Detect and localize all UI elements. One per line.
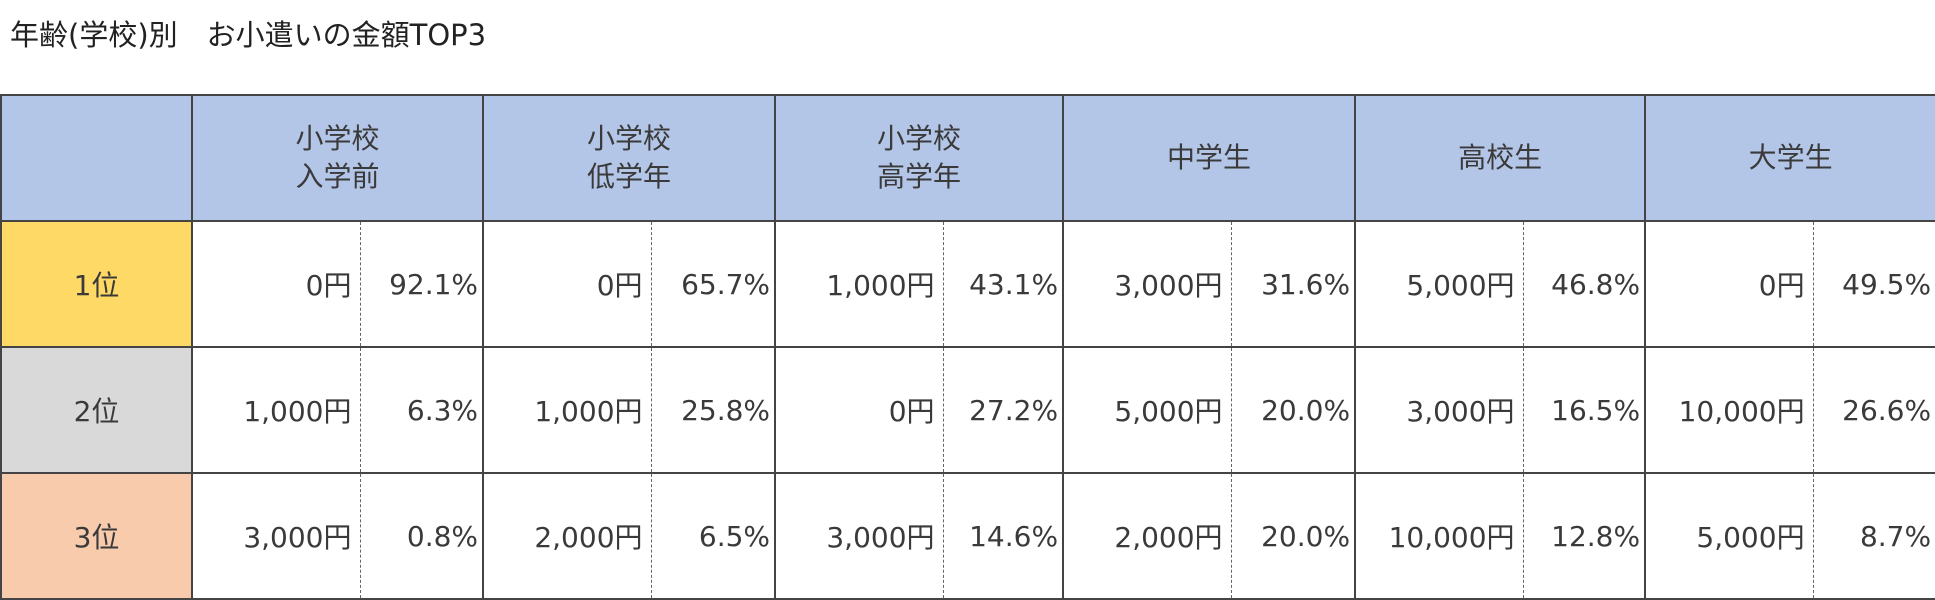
rank-cell: 2位 — [0, 346, 193, 474]
page-title: 年齢(学校)別 お小遣いの金額TOP3 — [10, 18, 487, 52]
amount-cell: 0円 — [191, 220, 361, 348]
amount-cell: 0円 — [774, 346, 944, 474]
column-header: 大学生 — [1644, 94, 1935, 222]
column-header-line1: 小学校 — [877, 122, 962, 155]
percent-cell: 14.6% — [942, 472, 1065, 600]
column-header-line2: 入学前 — [295, 160, 380, 193]
column-header-line2: 低学年 — [587, 160, 672, 193]
column-header-line1: 小学校 — [587, 122, 672, 155]
amount-cell: 5,000円 — [1644, 472, 1814, 600]
amount-cell: 0円 — [482, 220, 652, 348]
percent-cell: 49.5% — [1812, 220, 1935, 348]
column-header: 小学校 低学年 — [482, 94, 777, 222]
table-row: 3位 3,000円 0.8% 2,000円 6.5% 3,000円 14.6% 2,000円 2… — [0, 472, 1935, 600]
percent-cell: 12.8% — [1522, 472, 1647, 600]
percent-cell: 25.8% — [650, 346, 777, 474]
column-header-line1: 高校生 — [1458, 141, 1543, 174]
percent-cell: 0.8% — [359, 472, 485, 600]
percent-cell: 92.1% — [359, 220, 485, 348]
percent-cell: 20.0% — [1230, 472, 1357, 600]
column-header-line1: 中学生 — [1167, 141, 1252, 174]
percent-cell: 6.5% — [650, 472, 777, 600]
percent-cell: 16.5% — [1522, 346, 1647, 474]
percent-cell: 43.1% — [942, 220, 1065, 348]
header-corner — [0, 94, 193, 222]
column-header: 小学校 高学年 — [774, 94, 1065, 222]
column-header-line1: 大学生 — [1748, 141, 1833, 174]
amount-cell: 2,000円 — [1062, 472, 1232, 600]
column-header: 高校生 — [1354, 94, 1647, 222]
amount-cell: 2,000円 — [482, 472, 652, 600]
amount-cell: 1,000円 — [482, 346, 652, 474]
percent-cell: 20.0% — [1230, 346, 1357, 474]
column-header: 小学校 入学前 — [190, 94, 485, 222]
amount-cell: 3,000円 — [774, 472, 944, 600]
amount-cell: 5,000円 — [1062, 346, 1232, 474]
amount-cell: 3,000円 — [191, 472, 361, 600]
column-header-line1: 小学校 — [295, 122, 380, 155]
percent-cell: 27.2% — [942, 346, 1065, 474]
percent-cell: 26.6% — [1812, 346, 1935, 474]
header-row: 小学校 入学前 小学校 低学年 小学校 高学年 中学生 高校生 大学生 — [0, 94, 1935, 222]
percent-cell: 46.8% — [1522, 220, 1647, 348]
table-row: 1位 0円 92.1% 0円 65.7% 1,000円 43.1% 3,000円 31.6% 5,… — [0, 220, 1935, 348]
rank-cell: 1位 — [0, 220, 193, 348]
column-header-line2: 高学年 — [877, 160, 962, 193]
rank-cell: 3位 — [0, 472, 193, 600]
table-row: 2位 1,000円 6.3% 1,000円 25.8% 0円 27.2% 5,000円 20.0… — [0, 346, 1935, 474]
column-header: 中学生 — [1062, 94, 1357, 222]
allowance-table: 小学校 入学前 小学校 低学年 小学校 高学年 中学生 高校生 大学生 1位 0円 92.1% 0円 6… — [0, 94, 1935, 600]
amount-cell: 3,000円 — [1354, 346, 1524, 474]
amount-cell: 10,000円 — [1354, 472, 1524, 600]
percent-cell: 8.7% — [1812, 472, 1935, 600]
amount-cell: 3,000円 — [1062, 220, 1232, 348]
percent-cell: 65.7% — [650, 220, 777, 348]
amount-cell: 1,000円 — [191, 346, 361, 474]
percent-cell: 6.3% — [359, 346, 485, 474]
amount-cell: 1,000円 — [774, 220, 944, 348]
amount-cell: 5,000円 — [1354, 220, 1524, 348]
amount-cell: 10,000円 — [1644, 346, 1814, 474]
amount-cell: 0円 — [1644, 220, 1814, 348]
percent-cell: 31.6% — [1230, 220, 1357, 348]
